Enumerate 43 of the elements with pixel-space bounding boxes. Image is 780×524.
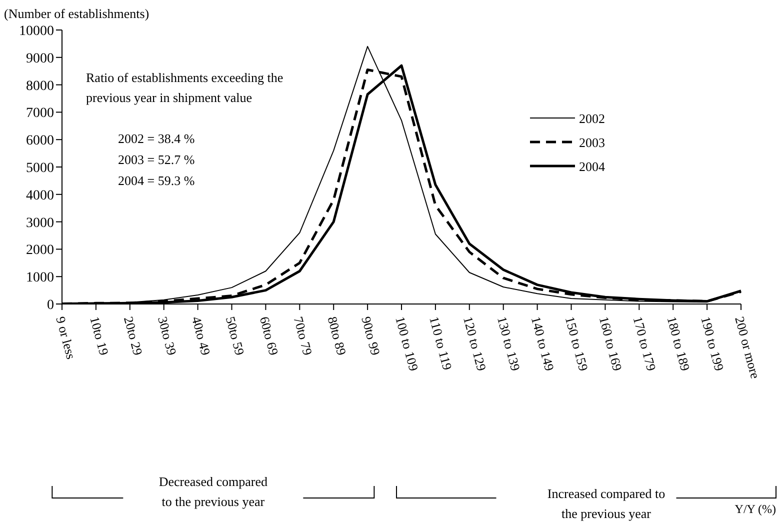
x-tick-label: 20to 29 — [121, 314, 146, 357]
x-tick-label: 120 to 129 — [460, 314, 490, 373]
x-tick-label: 200 or more — [732, 314, 764, 380]
text: Increased compared to the previous year — [547, 486, 666, 521]
x-tick-label: 30to 39 — [154, 314, 180, 357]
legend-label: 2004 — [579, 159, 606, 174]
x-tick-label: 90to 99 — [358, 314, 384, 357]
y-tick-label: 3000 — [26, 216, 54, 231]
x-tick-label: 170 to 179 — [630, 314, 660, 373]
x-tick-label: 70to 79 — [290, 314, 316, 357]
y-axis-title: (Number of establishments) — [4, 6, 150, 21]
x-tick-label: 160 to 169 — [596, 314, 626, 373]
x-tick-label: 110 to 119 — [426, 314, 456, 372]
text: Decreased compared to the previous year — [158, 474, 268, 509]
x-tick-label: 50to 59 — [222, 314, 248, 357]
y-tick-label: 10000 — [19, 24, 54, 39]
annotation: 2004 = 59.3 % — [118, 173, 195, 188]
x-tick-label: 100 to 109 — [392, 314, 422, 373]
annotation: Ratio of establishments exceeding the previous year in shipment value — [86, 70, 284, 105]
y-tick-label: 1000 — [26, 270, 54, 286]
y-tick-label: 7000 — [26, 106, 54, 122]
y-tick-label: 4000 — [26, 188, 54, 204]
x-tick-label: 150 to 159 — [562, 314, 592, 373]
legend-label: 2003 — [579, 135, 605, 150]
x-tick-label: 40to 49 — [188, 314, 214, 357]
x-tick-label: 140 to 149 — [528, 314, 558, 373]
legend-label: 2002 — [579, 111, 605, 126]
annotation: 2003 = 52.7 % — [118, 152, 195, 167]
x-tick-label: 9 or less — [53, 314, 79, 361]
y-tick-label: 2000 — [26, 243, 54, 258]
y-tick-label: 6000 — [26, 134, 54, 149]
x-tick-label: 60to 69 — [256, 314, 282, 357]
y-tick-label: 8000 — [26, 78, 54, 94]
text: Y/Y (%) — [734, 502, 776, 516]
x-tick-label: 80to 89 — [324, 314, 350, 357]
y-tick-label: 0 — [47, 298, 54, 313]
x-tick-label: 10to 19 — [87, 314, 112, 357]
x-tick-label: 180 to 189 — [664, 314, 694, 373]
y-tick-label: 5000 — [26, 160, 54, 176]
y-tick-label: 9000 — [26, 51, 54, 66]
annotation: 2002 = 38.4 % — [118, 131, 195, 146]
x-tick-label: 190 to 199 — [698, 314, 728, 373]
x-tick-label: 130 to 139 — [494, 314, 524, 373]
